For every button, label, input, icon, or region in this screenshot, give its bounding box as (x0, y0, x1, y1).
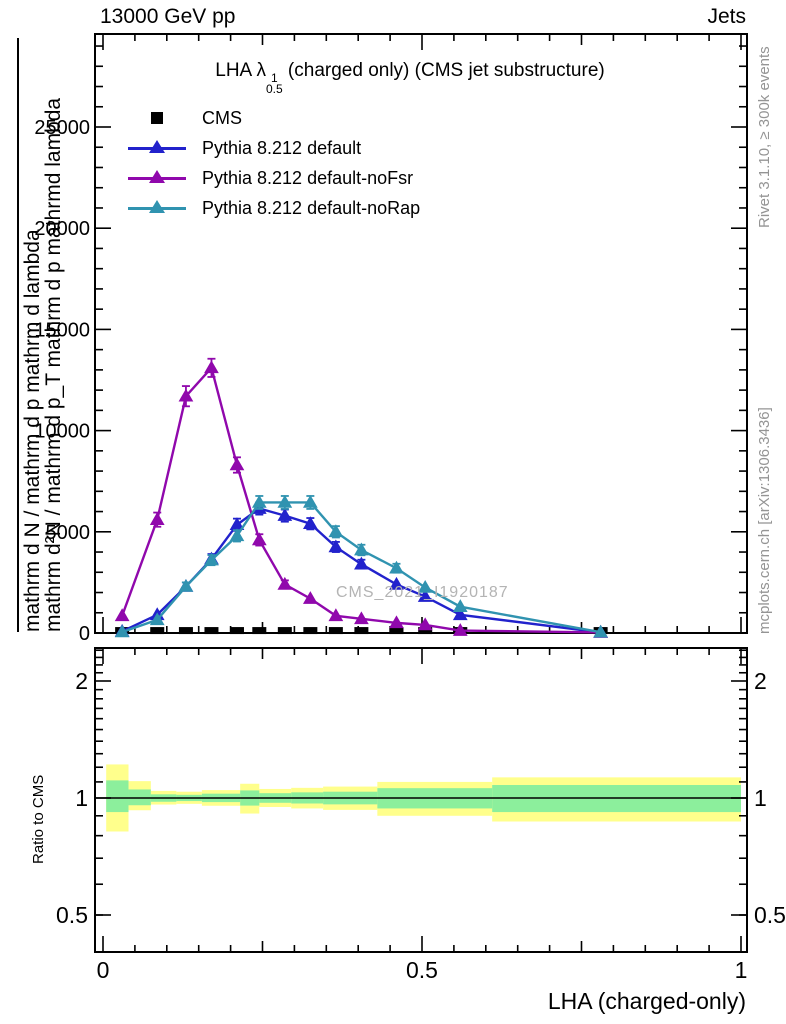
ratio-axis-label: Ratio to CMS (30, 774, 47, 864)
plot-title: LHA λ 1 0.5 (charged only) (CMS jet substr… (170, 60, 650, 95)
legend-label: Pythia 8.212 default-noFsr (202, 167, 414, 188)
series-pythia-8-212-default-norap (114, 494, 609, 638)
lambda-sub: 0.5 (265, 82, 283, 96)
y-axis-title-line1: mathrm d²N / mathrm d p_T mathrm d p mat… (42, 97, 65, 632)
svg-text:1: 1 (754, 785, 767, 811)
svg-text:0: 0 (97, 957, 110, 983)
svg-text:10000: 10000 (34, 421, 90, 443)
legend-label: Pythia 8.212 default (202, 137, 362, 158)
plot-title-suffix: (charged only) (CMS jet substructure) (282, 60, 605, 81)
rivet-version-note: Rivet 3.1.10, ≥ 300k events (756, 46, 773, 228)
svg-text:0.5: 0.5 (406, 957, 438, 983)
lambda-symbol: λ (256, 60, 266, 81)
legend-item-pythia-nofsr: Pythia 8.212 default-noFsr (128, 163, 420, 193)
svg-text:25000: 25000 (34, 117, 90, 139)
lambda-supsub: 1 0.5 (265, 71, 283, 96)
cms-marker-icon (128, 108, 186, 128)
legend-item-pythia-default: Pythia 8.212 default (128, 133, 420, 163)
svg-text:0.5: 0.5 (56, 902, 88, 928)
analysis-id-watermark: CMS_2021_I1920187 (336, 584, 509, 601)
svg-text:2: 2 (75, 668, 88, 694)
svg-text:0.5: 0.5 (754, 902, 786, 928)
x-axis-label: LHA (charged-only) (547, 988, 746, 1014)
svg-text:1: 1 (735, 957, 748, 983)
y-axis-title-line2: mathrm d N / mathrm d p mathrm d lambda (21, 229, 44, 632)
lambda-sup: 1 (270, 71, 278, 85)
svg-text:5000: 5000 (46, 522, 91, 544)
pythia-default-marker-icon (128, 138, 186, 158)
pythia-nofsr-marker-icon (128, 168, 186, 188)
mcplots-arxiv-note: mcplots.cern.ch [arXiv:1306.3436] (756, 407, 773, 634)
axis-ticks (95, 34, 747, 952)
plot-title-prefix: LHA (215, 60, 257, 81)
svg-text:2: 2 (754, 668, 767, 694)
svg-text:0: 0 (79, 623, 90, 645)
pythia-norap-marker-icon (128, 198, 186, 218)
legend-label: CMS (202, 107, 242, 128)
series-pythia-8-212-default-nofsr (114, 357, 609, 638)
y-axis-fraction-bar (17, 38, 19, 632)
legend: CMS Pythia 8.212 default Pythia 8.212 de… (128, 103, 420, 223)
legend-label: Pythia 8.212 default-noRap (202, 197, 421, 218)
legend-item-pythia-norap: Pythia 8.212 default-noRap (128, 193, 420, 223)
process-label: Jets (707, 5, 746, 28)
axis-tick-labels: 0 5000 10000 15000 20000 25000 0 0.5 1 0.5 0.5 1 1 2 2 (34, 117, 786, 983)
svg-text:15000: 15000 (34, 319, 90, 341)
beam-energy-label: 13000 GeV pp (100, 5, 236, 28)
svg-text:20000: 20000 (34, 218, 90, 240)
legend-item-cms: CMS (128, 103, 420, 133)
svg-text:1: 1 (75, 785, 88, 811)
